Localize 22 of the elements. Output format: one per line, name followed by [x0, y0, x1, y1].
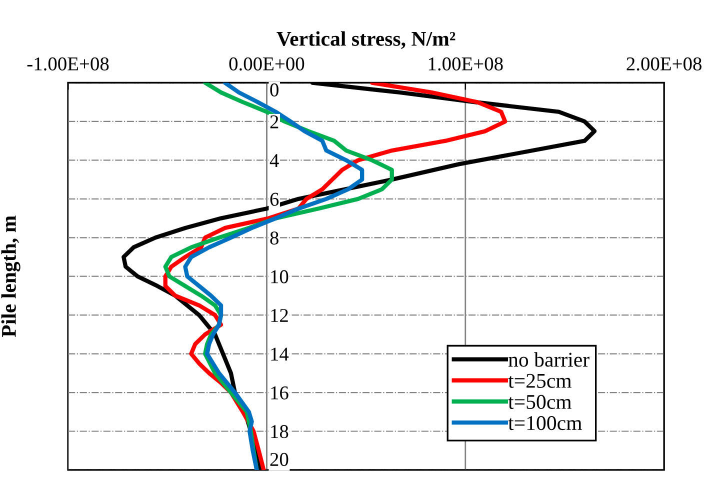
y-tick-label: 16 [271, 386, 288, 400]
y-tick-label: 6 [270, 192, 279, 206]
y-axis-title: Pile length, m [1, 216, 20, 338]
y-tick-label: 4 [270, 154, 279, 167]
y-tick-label: 0 [270, 83, 278, 96]
x-tick-label: 2.00E+08 [626, 57, 702, 71]
y-tick-label: 14 [271, 348, 289, 361]
line-series [183, 82, 364, 470]
y-tick-label: 2 [270, 115, 278, 128]
y-tick-label: 8 [270, 231, 278, 245]
legend-label: t=100cm [508, 416, 582, 430]
y-tick-label: 20 [270, 452, 288, 466]
y-tick-label: 18 [271, 425, 288, 438]
legend-label: t=50cm [508, 394, 572, 409]
x-tick-label: 1.00E+08 [428, 57, 503, 71]
x-axis-title: Vertical stress, N/m² [276, 31, 456, 49]
legend-label: t=25cm [508, 374, 572, 388]
x-tick-label: -1.00E+08 [27, 57, 109, 71]
legend-label: no barrier [508, 352, 590, 367]
x-tick-label: 0.00E+00 [229, 57, 304, 71]
y-tick-label: 10 [271, 270, 288, 284]
y-tick-label: 12 [271, 308, 288, 322]
